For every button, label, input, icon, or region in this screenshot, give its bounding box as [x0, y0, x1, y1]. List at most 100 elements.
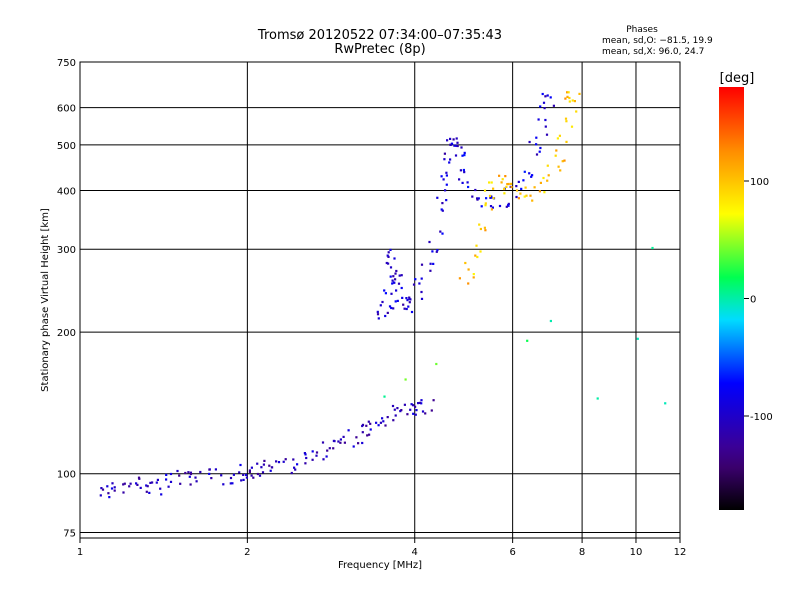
data-point-3 [464, 261, 467, 265]
y-tick-label: 750 [57, 58, 76, 69]
data-point-2 [498, 204, 502, 208]
data-point-1 [376, 313, 380, 316]
data-point-3 [564, 97, 567, 100]
data-point-1 [439, 230, 442, 233]
data-point-1 [403, 307, 406, 310]
data-point-0 [137, 476, 141, 479]
data-point-1 [443, 152, 446, 155]
data-point-0 [269, 469, 272, 472]
data-point-1 [394, 300, 397, 303]
data-point-3 [509, 182, 513, 185]
data-point-3 [529, 194, 532, 197]
data-point-0 [403, 403, 406, 406]
data-point-1 [440, 208, 443, 211]
data-point-3 [500, 181, 503, 184]
data-point-3 [476, 255, 479, 259]
data-point-1 [436, 249, 439, 252]
data-point-0 [155, 481, 158, 484]
y-tick-label: 75 [63, 528, 76, 539]
data-point-3 [523, 195, 526, 198]
data-point-0 [382, 420, 385, 423]
data-point-2 [515, 195, 518, 199]
data-point-0 [111, 482, 114, 485]
data-point-3 [566, 95, 569, 98]
data-point-0 [167, 485, 170, 488]
data-point-0 [282, 460, 285, 463]
data-point-1 [387, 255, 390, 258]
data-point-0 [432, 399, 435, 402]
data-point-3 [571, 99, 574, 102]
data-point-1 [408, 296, 411, 299]
colorbar-label: [deg] [720, 71, 755, 86]
data-point-2 [539, 105, 542, 108]
data-point-2 [522, 179, 525, 182]
data-point-0 [304, 453, 307, 456]
data-point-3 [490, 181, 493, 184]
data-point-0 [315, 454, 318, 457]
data-point-1 [395, 289, 398, 292]
data-point-2 [544, 125, 547, 128]
x-tick-label: 2 [244, 547, 250, 558]
data-point-2 [485, 197, 488, 200]
data-point-3 [479, 250, 482, 253]
data-point-1 [393, 257, 396, 260]
data-point-0 [238, 471, 241, 474]
data-point-0 [179, 482, 182, 485]
data-point-0 [229, 476, 233, 480]
data-point-0 [261, 471, 265, 474]
x-tick-label: 4 [412, 547, 418, 558]
data-point-2 [454, 154, 458, 157]
data-point-3 [547, 174, 550, 177]
data-point-1 [436, 196, 439, 199]
data-point-0 [256, 472, 259, 476]
data-point-0 [242, 478, 245, 481]
data-point-1 [391, 282, 394, 285]
data-point-3 [563, 159, 566, 162]
data-point-1 [401, 296, 404, 299]
data-point-1 [449, 143, 452, 146]
data-point-1 [389, 275, 392, 278]
data-point-0 [146, 485, 149, 488]
colorbar-gradient [719, 87, 744, 510]
data-point-2 [520, 187, 523, 190]
data-point-3 [525, 194, 528, 197]
data-point-0 [337, 440, 340, 443]
data-point-1 [394, 278, 397, 281]
data-point-0 [106, 485, 109, 488]
data-point-2 [460, 146, 463, 149]
data-point-0 [406, 413, 409, 416]
data-point-1 [406, 299, 409, 302]
colorbar-tick-label: 0 [750, 295, 756, 306]
data-point-2 [535, 153, 539, 156]
data-point-4 [383, 395, 386, 398]
data-point-1 [420, 277, 423, 280]
colorbar-tick-label: -100 [750, 412, 773, 423]
data-point-1 [384, 314, 387, 318]
data-point-0 [343, 441, 346, 444]
data-point-0 [128, 485, 131, 488]
data-point-0 [101, 488, 105, 491]
data-point-1 [450, 142, 454, 145]
data-point-1 [456, 144, 459, 148]
data-point-0 [108, 496, 111, 499]
data-point-0 [149, 481, 152, 484]
data-point-1 [389, 266, 393, 269]
data-point-0 [386, 416, 389, 419]
data-point-1 [412, 283, 416, 286]
data-point-1 [444, 189, 447, 192]
data-point-0 [311, 458, 314, 461]
data-point-1 [441, 209, 444, 212]
data-point-0 [304, 462, 307, 465]
data-point-0 [399, 410, 402, 413]
data-point-0 [333, 440, 336, 443]
data-point-1 [387, 262, 390, 265]
data-point-0 [160, 493, 163, 496]
data-point-2 [480, 205, 483, 208]
data-point-3 [533, 186, 536, 189]
data-point-0 [250, 466, 253, 469]
data-point-3 [483, 189, 487, 192]
data-point-1 [449, 158, 452, 161]
data-point-1 [449, 137, 452, 140]
data-point-2 [446, 139, 449, 142]
data-point-0 [292, 458, 295, 461]
